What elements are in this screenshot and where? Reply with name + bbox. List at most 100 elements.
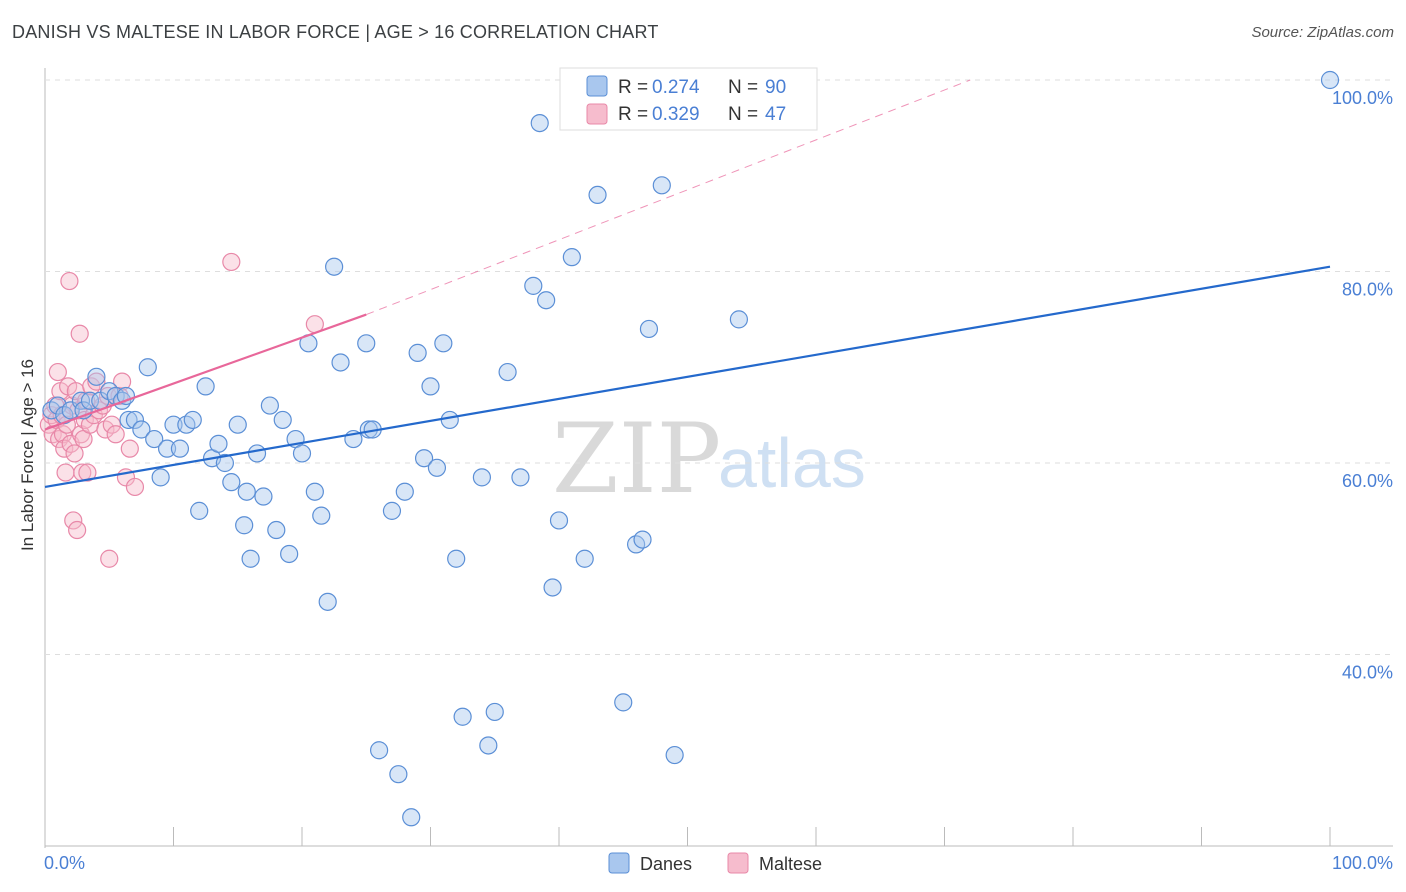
danes-point-45 xyxy=(318,592,337,611)
legend-danes-n-label: N = xyxy=(728,77,758,98)
danes-point-25 xyxy=(196,377,215,396)
danes-point-12 xyxy=(116,386,136,406)
danes-point-80 xyxy=(633,530,652,549)
maltese-point-28 xyxy=(78,463,97,482)
danes-point-6 xyxy=(80,391,100,410)
danes-point-13 xyxy=(119,410,138,430)
danes-point-30 xyxy=(228,415,247,434)
bottom-legend-swatch-danes xyxy=(608,852,630,874)
danes-point-56 xyxy=(402,808,421,827)
danes-point-31 xyxy=(235,516,254,535)
gridlines xyxy=(45,79,1393,655)
danes-point-75 xyxy=(562,248,581,267)
maltese-point-5 xyxy=(48,362,67,382)
danes-point-82 xyxy=(652,176,671,195)
legend-danes-n-value: 90 xyxy=(765,77,786,98)
maltese-point-11 xyxy=(56,463,75,482)
danes-point-44 xyxy=(312,506,331,525)
danes-point-27 xyxy=(209,434,228,453)
danes-point-24 xyxy=(190,501,209,520)
bottom-legend-maltese: Maltese xyxy=(759,854,822,874)
bottom-legend: Danes Maltese xyxy=(608,852,822,874)
maltese-point-17 xyxy=(64,511,83,530)
danes-point-59 xyxy=(421,377,440,396)
danes-point-32 xyxy=(237,482,256,501)
danes-point-47 xyxy=(331,353,350,372)
danes-point-70 xyxy=(524,276,543,295)
trend-lines xyxy=(44,79,1331,489)
maltese-point-14 xyxy=(60,271,79,291)
danes-trend-line xyxy=(44,265,1331,489)
danes-point-55 xyxy=(395,482,414,501)
maltese-point-39 xyxy=(106,425,125,444)
danes-point-65 xyxy=(472,468,491,487)
danes-point-41 xyxy=(292,444,312,463)
maltese-point-43 xyxy=(120,439,139,458)
danes-point-28 xyxy=(215,453,234,473)
bottom-legend-swatch-maltese xyxy=(727,852,749,874)
danes-point-37 xyxy=(267,520,286,540)
danes-point-38 xyxy=(273,410,292,430)
legend-danes-r-value: 0.274 xyxy=(652,77,700,98)
danes-point-15 xyxy=(132,420,151,439)
danes-point-61 xyxy=(434,334,453,353)
danes-point-81 xyxy=(639,319,659,339)
danes-point-69 xyxy=(511,468,530,487)
danes-point-72 xyxy=(537,291,556,310)
danes-point-33 xyxy=(241,549,260,568)
danes-point-66 xyxy=(479,736,498,755)
legend-maltese-n-value: 47 xyxy=(765,104,786,125)
danes-point-54 xyxy=(389,765,408,784)
maltese-point-18 xyxy=(65,444,84,463)
danes-point-53 xyxy=(382,501,402,520)
danes-point-14 xyxy=(125,410,145,430)
y-tick-label-0: 100.0% xyxy=(1332,88,1393,108)
y-tick-label-3: 40.0% xyxy=(1342,663,1393,683)
x-tick-label-left: 0.0% xyxy=(44,853,85,873)
source-label: Source: ZipAtlas.com xyxy=(1251,24,1394,41)
danes-point-7 xyxy=(87,367,106,386)
legend-maltese-r-label: R = xyxy=(618,104,648,125)
maltese-trend-line xyxy=(44,313,367,431)
danes-point-19 xyxy=(157,439,177,458)
danes-point-62 xyxy=(440,410,459,430)
danes-point-77 xyxy=(588,185,607,204)
watermark-zip: ZIP xyxy=(552,403,721,515)
legend-maltese-r-value: 0.329 xyxy=(652,104,700,125)
danes-point-57 xyxy=(408,343,427,362)
x-ticks xyxy=(44,827,1331,846)
watermark-atlas: atlas xyxy=(718,424,866,502)
legend-danes-r-label: R = xyxy=(618,77,648,98)
danes-point-68 xyxy=(498,362,517,382)
danes-point-16 xyxy=(138,358,157,377)
legend-swatch-danes xyxy=(586,75,608,97)
danes-point-83 xyxy=(665,745,684,765)
danes-point-71 xyxy=(530,113,549,133)
danes-point-67 xyxy=(485,702,504,722)
danes-point-76 xyxy=(575,549,594,568)
danes-point-58 xyxy=(414,449,434,468)
danes-point-52 xyxy=(370,741,389,760)
danes-point-46 xyxy=(325,257,344,276)
maltese-trend-extension xyxy=(366,79,971,316)
danes-point-35 xyxy=(254,487,273,506)
y-tick-label-2: 60.0% xyxy=(1342,471,1393,491)
maltese-point-9 xyxy=(53,425,73,444)
legend-swatch-maltese xyxy=(586,103,608,125)
danes-point-64 xyxy=(453,707,472,726)
maltese-point-45 xyxy=(222,252,241,272)
danes-point-36 xyxy=(260,396,279,415)
danes-point-43 xyxy=(305,482,324,501)
danes-point-74 xyxy=(549,511,569,530)
danes-point-63 xyxy=(447,549,466,568)
maltese-point-37 xyxy=(100,549,119,568)
danes-point-21 xyxy=(170,439,190,458)
danes-point-89 xyxy=(1320,70,1340,90)
x-tick-label-right: 100.0% xyxy=(1332,853,1393,873)
danes-point-49 xyxy=(357,334,376,353)
y-tick-labels: 100.0% 80.0% 60.0% 40.0% xyxy=(1332,88,1393,683)
danes-point-17 xyxy=(145,429,164,449)
legend-box: R = 0.274 N = 90 R = 0.329 N = 47 xyxy=(559,67,818,131)
danes-point-78 xyxy=(614,693,633,712)
y-tick-label-1: 80.0% xyxy=(1342,280,1393,300)
